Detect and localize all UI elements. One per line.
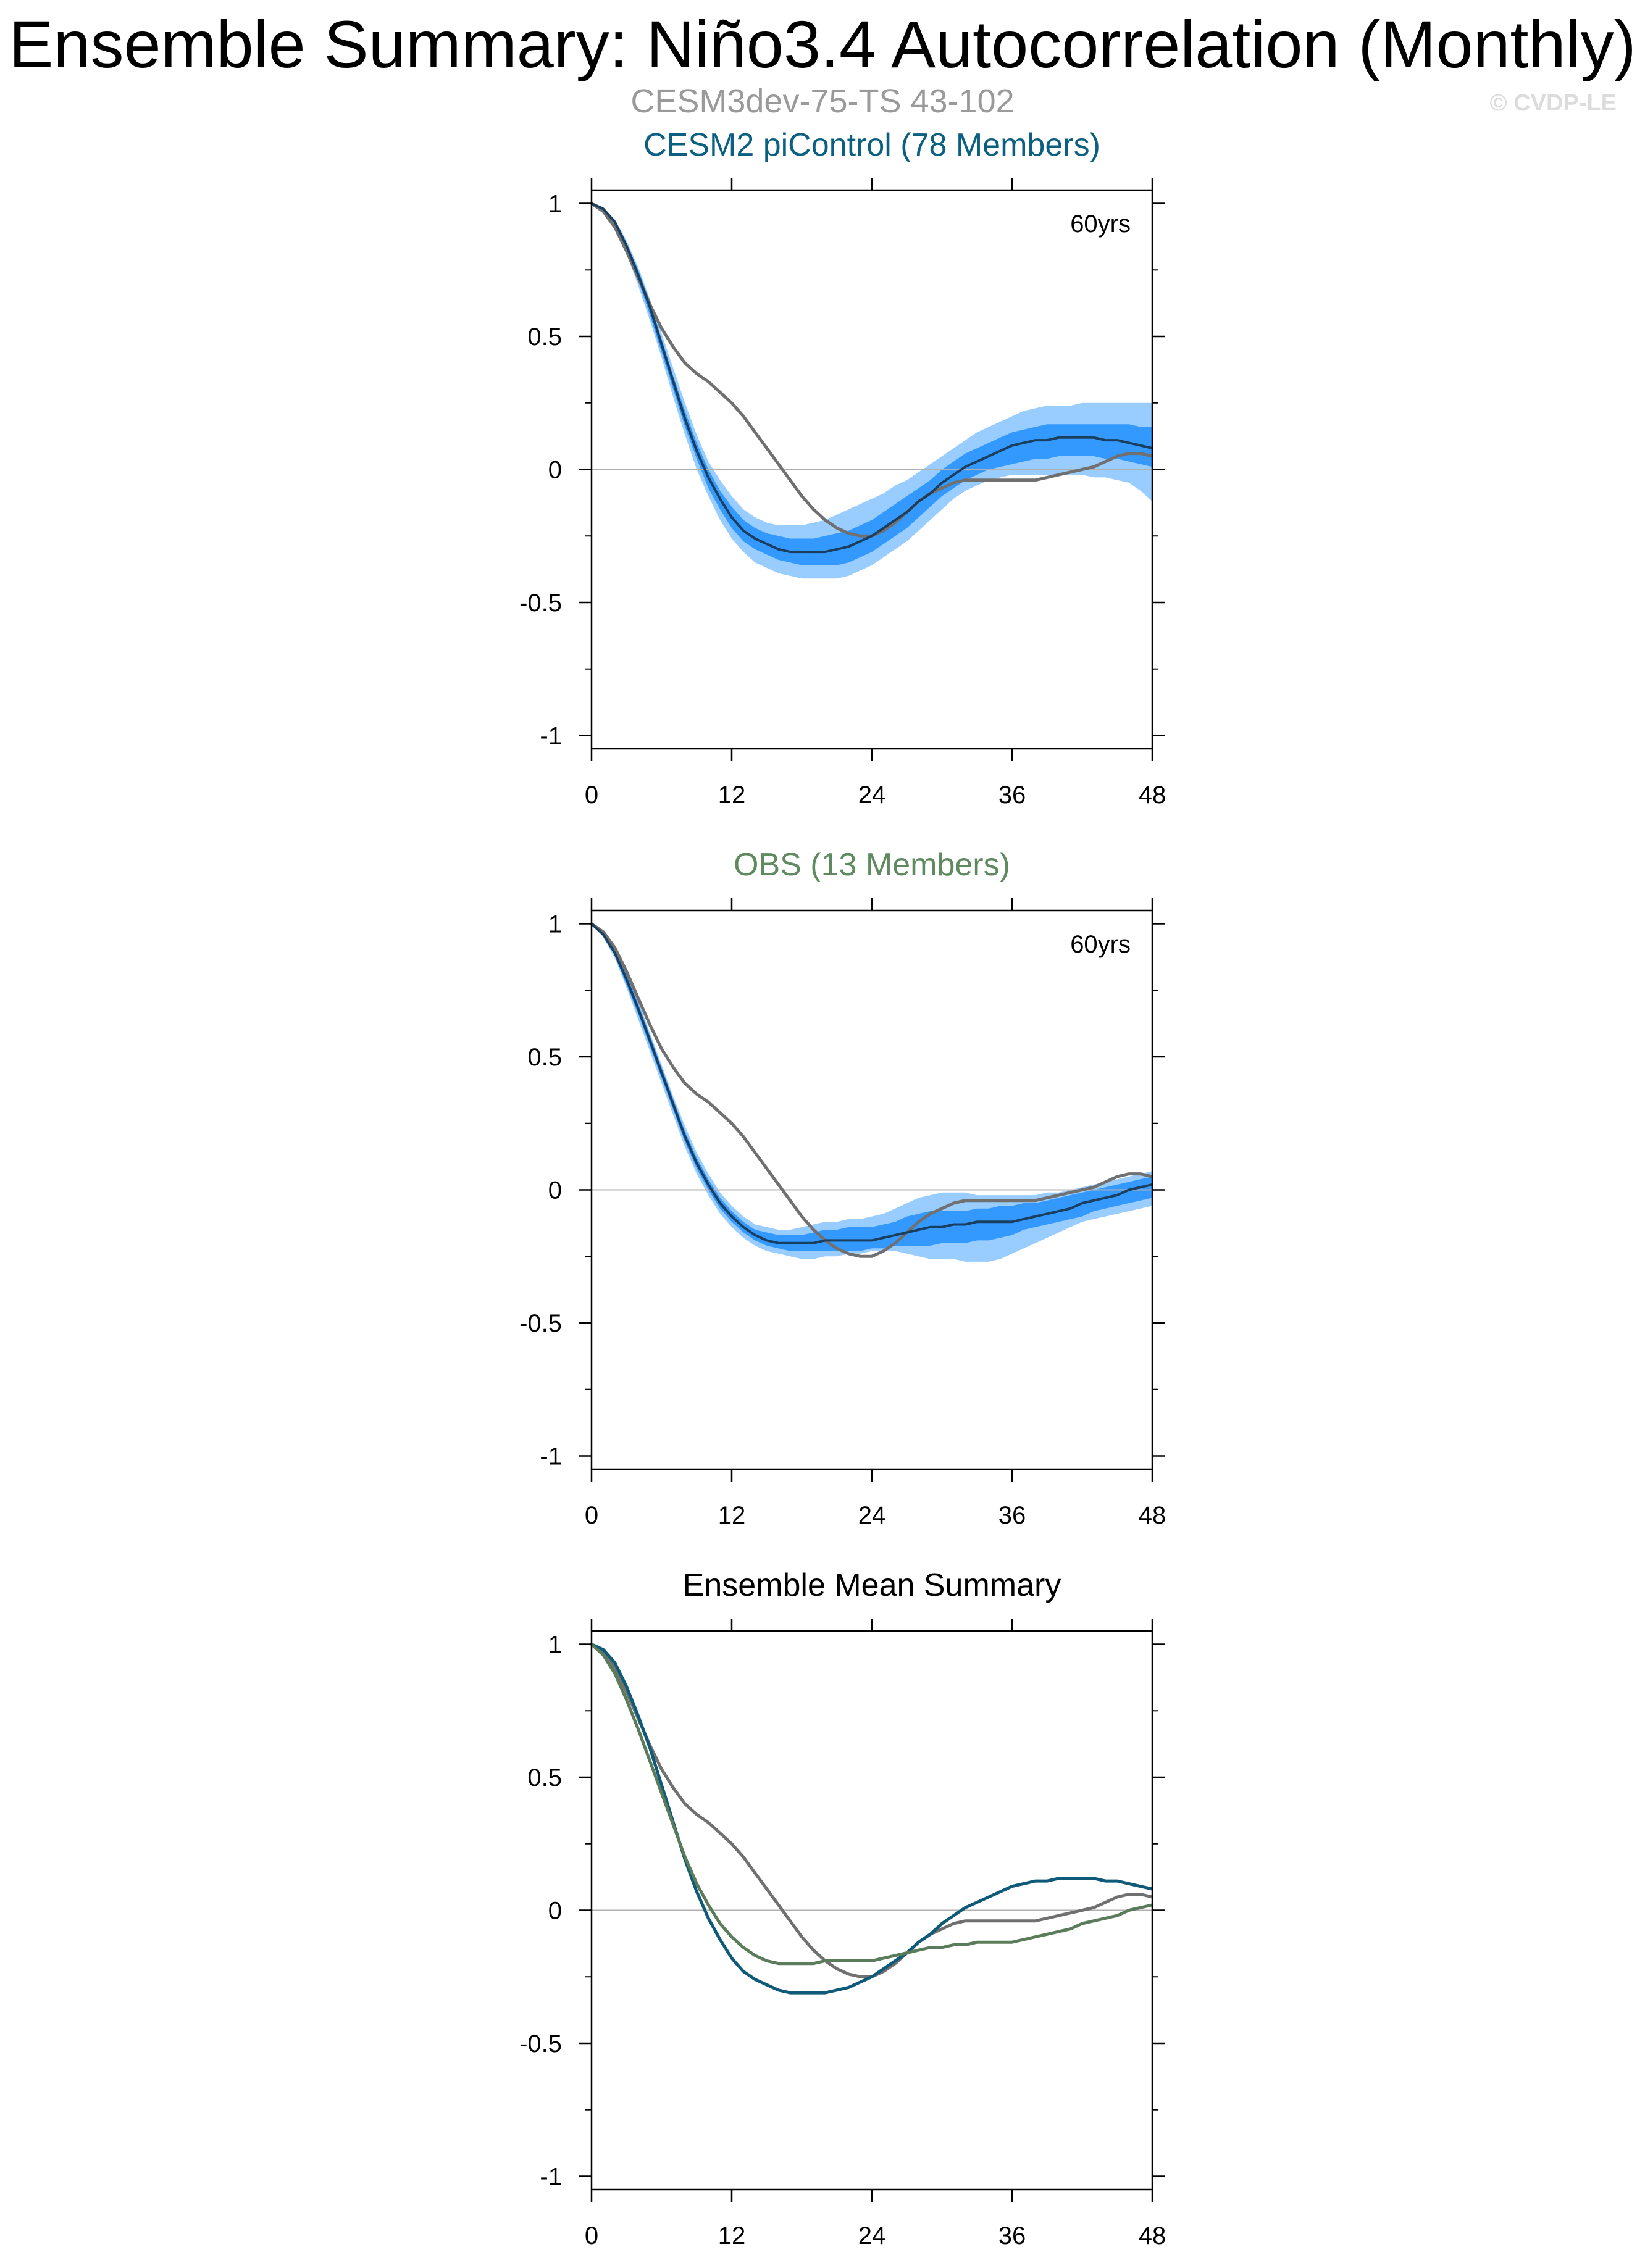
y-tick-label: -1	[540, 1443, 562, 1470]
y-tick-label: -0.5	[519, 1310, 562, 1337]
x-tick-label: 0	[585, 1502, 598, 1529]
x-tick-label: 48	[1139, 2222, 1166, 2249]
x-tick-label: 12	[718, 782, 746, 809]
y-tick-label: 1	[548, 1632, 562, 1659]
x-tick-label: 36	[998, 782, 1026, 809]
record-length-annotation: 60yrs	[1070, 211, 1131, 238]
x-tick-label: 12	[718, 2222, 746, 2249]
ensemble-mean-line	[591, 202, 1153, 554]
x-tick-label: 48	[1139, 782, 1166, 809]
chart-panel-1: CESM2 piControl (78 Members) 1 0.5 0 -0.5 -1 0…	[519, 127, 1166, 809]
y-tick-label: 0	[548, 1898, 562, 1925]
y-tick-label: -0.5	[519, 590, 562, 617]
chart-panel-3: Ensemble Mean Summary 1 0.5 0 -0.5 -1 0 12 24 36 4…	[519, 1567, 1166, 2249]
y-tick-label: -0.5	[519, 2030, 562, 2057]
obs-ensemble-mean-line	[590, 1643, 1153, 1966]
y-tick-label: 0	[548, 1177, 562, 1204]
y-tick-label: 0	[548, 457, 562, 484]
ensemble-mean-line	[590, 923, 1153, 1244]
x-tick-label: 24	[858, 2222, 886, 2249]
reference-series-line	[590, 1643, 1153, 1978]
x-tick-label: 24	[858, 782, 886, 809]
y-tick-label: 0.5	[527, 323, 562, 351]
y-tick-label: 1	[548, 911, 562, 938]
panel-title: OBS (13 Members)	[734, 847, 1010, 883]
reference-series-line	[590, 202, 1153, 538]
y-tick-label: 0.5	[527, 1044, 562, 1071]
x-tick-label: 36	[998, 1502, 1026, 1529]
reference-series-line	[590, 922, 1153, 1258]
y-tick-label: 1	[548, 191, 562, 218]
x-tick-label: 48	[1139, 1502, 1166, 1529]
chart-panel-2: OBS (13 Members) 1 0.5 0 -0.5 -1 0 12 24 36 48 60yr…	[519, 847, 1166, 1529]
ensemble-spread-outer-band	[592, 203, 1152, 579]
x-tick-label: 12	[718, 1502, 746, 1529]
panel-title: Ensemble Mean Summary	[683, 1567, 1061, 1603]
y-tick-label: 0.5	[527, 1764, 562, 1791]
x-tick-label: 24	[858, 1502, 886, 1529]
ensemble-spread-inner-band	[592, 923, 1152, 1251]
record-length-annotation: 60yrs	[1070, 931, 1131, 958]
panel-title: CESM2 piControl (78 Members)	[643, 127, 1100, 163]
x-tick-label: 36	[998, 2222, 1026, 2249]
y-tick-label: -1	[540, 722, 562, 749]
cesm2-ensemble-mean-line	[590, 1643, 1153, 1995]
x-tick-label: 0	[585, 782, 598, 809]
figure-subtitle: CESM3dev-75-TS 43-102	[630, 83, 1015, 120]
figure-title: Ensemble Summary: Niño3.4 Autocorrelatio…	[9, 7, 1636, 81]
credit-watermark: © CVDP-LE	[1489, 90, 1617, 116]
y-tick-label: -1	[540, 2163, 562, 2190]
x-tick-label: 0	[585, 2222, 598, 2249]
